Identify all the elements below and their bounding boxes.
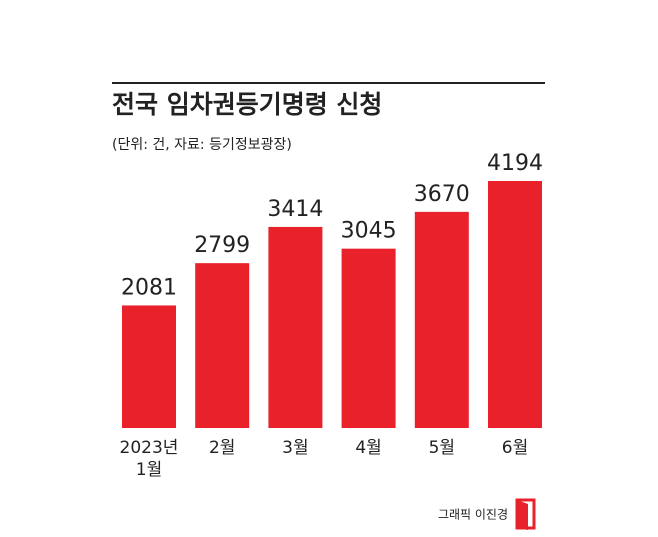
x-tick-label: 6월 [501, 438, 529, 458]
value-label: 2799 [194, 233, 250, 258]
value-label: 4194 [487, 151, 543, 176]
bar [341, 248, 396, 428]
logo [515, 498, 536, 530]
bar [122, 305, 176, 428]
x-tick-label: 5월 [428, 438, 456, 458]
value-label: 2081 [121, 275, 177, 300]
value-label: 3670 [414, 182, 470, 207]
x-tick-label: 2월 [208, 438, 236, 458]
chart-title: 전국 임차권등기명령 신청 [112, 90, 382, 119]
bar [414, 211, 469, 428]
value-label: 3414 [267, 197, 323, 222]
value-label: 3045 [341, 219, 397, 244]
bar [488, 181, 542, 428]
bar [195, 263, 250, 428]
x-tick-label: 4월 [355, 438, 382, 458]
x-tick-label: 3월 [282, 438, 309, 458]
bar [268, 226, 323, 428]
x-tick-label: 2023년 1월 [119, 438, 179, 480]
credit: 그래픽 이진경 [438, 508, 508, 522]
chart-subtitle: (단위: 건, 자료: 등기정보광장) [112, 137, 292, 153]
